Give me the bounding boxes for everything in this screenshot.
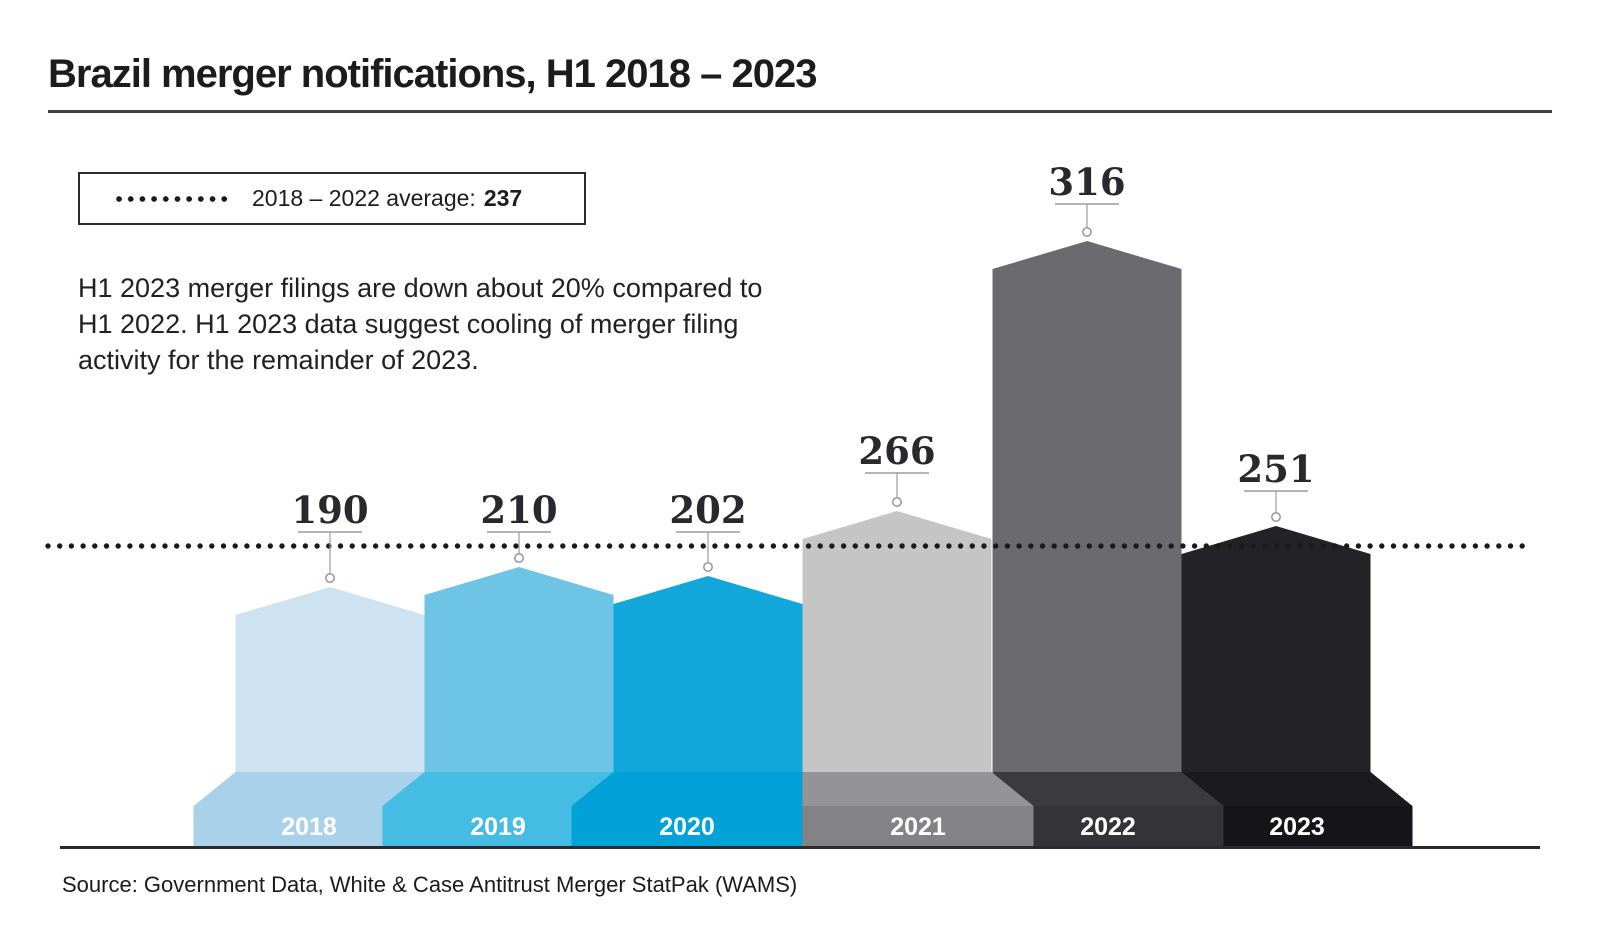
peak-marker-2019 bbox=[514, 553, 524, 563]
value-label-2019: 210 bbox=[480, 488, 557, 532]
podium-bevel-2020 bbox=[571, 772, 803, 806]
year-label-2019: 2019 bbox=[470, 813, 526, 841]
average-legend-value: 237 bbox=[483, 185, 523, 211]
podium-bevel-2021 bbox=[802, 772, 1034, 806]
title-divider bbox=[48, 110, 1552, 113]
podium-bevel-2022 bbox=[992, 772, 1224, 806]
bar-column-2021 bbox=[802, 511, 992, 846]
podium-bevel-2019 bbox=[382, 772, 614, 806]
podium-bevel-2023 bbox=[1181, 772, 1413, 806]
value-label-2018: 190 bbox=[291, 488, 368, 532]
value-label-2021: 266 bbox=[858, 429, 935, 473]
peak-marker-2023 bbox=[1271, 512, 1281, 522]
year-label-2020: 2020 bbox=[659, 813, 715, 841]
year-label-2022: 2022 bbox=[1080, 813, 1136, 841]
chart-title: Brazil merger notifications, H1 2018 – 2… bbox=[48, 52, 817, 96]
peak-marker-2021 bbox=[892, 497, 902, 507]
podium-base-2020 bbox=[571, 806, 803, 846]
peak-marker-2020 bbox=[703, 562, 713, 572]
source-note: Source: Government Data, White & Case An… bbox=[62, 872, 798, 897]
chart-annotation: H1 2023 merger filings are down about 20… bbox=[78, 273, 763, 375]
year-label-2023: 2023 bbox=[1269, 813, 1325, 841]
peak-marker-2022 bbox=[1082, 227, 1092, 237]
year-label-2021: 2021 bbox=[890, 813, 946, 841]
peak-marker-2018 bbox=[325, 573, 335, 583]
value-label-2022: 316 bbox=[1048, 160, 1125, 204]
average-legend-label: 2018 – 2022 average: bbox=[252, 185, 476, 211]
year-label-2018: 2018 bbox=[281, 813, 337, 841]
average-legend: 2018 – 2022 average: 237 bbox=[78, 172, 586, 225]
podium-base-2021 bbox=[802, 806, 1034, 846]
podium-bevel-2018 bbox=[193, 772, 425, 806]
bar-column-2022 bbox=[992, 241, 1182, 846]
value-label-2020: 202 bbox=[669, 488, 746, 532]
bar-column-2023 bbox=[1181, 526, 1371, 846]
dotted-line-swatch-icon bbox=[116, 194, 232, 203]
value-label-2023: 251 bbox=[1237, 447, 1314, 491]
